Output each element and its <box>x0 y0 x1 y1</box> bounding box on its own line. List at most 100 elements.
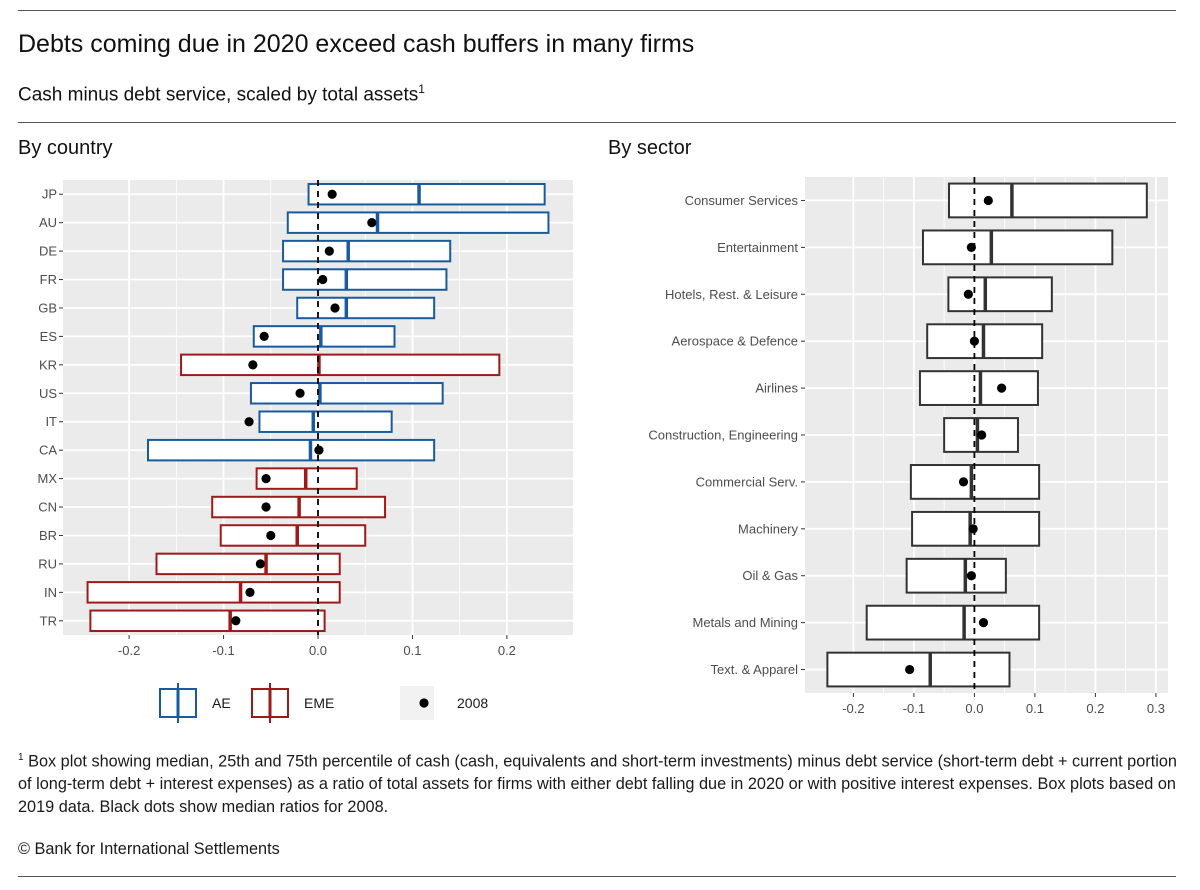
y-tick-label-mx: MX <box>38 471 58 486</box>
y-tick-label-airlines: Airlines <box>755 381 798 396</box>
dot-2008-de <box>324 246 334 256</box>
box-ru <box>155 552 341 576</box>
dot-2008-tr <box>231 616 241 626</box>
dot-2008-consumer-services <box>983 195 993 206</box>
y-tick-label-cn: CN <box>38 500 57 515</box>
x-tick-label: -0.2 <box>118 643 140 658</box>
dot-2008-hotels-rest-leisure <box>963 289 973 299</box>
y-tick-label-oil-gas: Oil & Gas <box>742 568 798 583</box>
panel-title-country: By country <box>18 137 113 159</box>
legend-label-eme: EME <box>304 695 334 711</box>
y-tick-label-ca: CA <box>39 443 57 458</box>
y-tick-label-au: AU <box>39 215 57 230</box>
x-tick-label: 0.0 <box>309 643 327 658</box>
dot-2008-cn <box>261 502 271 512</box>
legend-key-bg <box>400 686 434 720</box>
y-tick-label-us: US <box>39 386 57 401</box>
dot-2008-kr <box>248 360 258 370</box>
y-tick-label-br: BR <box>39 528 57 543</box>
y-tick-label-in: IN <box>44 585 57 600</box>
footnote-text: Box plot showing median, 25th and 75th p… <box>18 752 1177 817</box>
y-tick-label-aerospace-defence: Aerospace & Defence <box>672 334 798 349</box>
dot-2008-commercial-serv <box>958 477 969 487</box>
subtitle-footnote-marker: 1 <box>418 82 425 96</box>
footnote-marker: 1 <box>18 752 24 763</box>
x-tick-label: 0.0 <box>965 701 983 716</box>
header-rule <box>18 122 1176 123</box>
chart-title: Debts coming due in 2020 exceed cash buf… <box>18 30 695 58</box>
panel-title-sector: By sector <box>608 137 692 159</box>
box-commercial-serv <box>909 464 1041 500</box>
legend: AE EME 2008 <box>159 683 488 723</box>
x-tick-label: 0.2 <box>498 643 516 658</box>
box-kr <box>180 353 501 377</box>
box-consumer-services <box>947 182 1148 219</box>
y-tick-label-de: DE <box>39 244 57 259</box>
y-tick-label-entertainment: Entertainment <box>717 240 798 255</box>
box-construction-engineering <box>943 417 1019 453</box>
bottom-rule <box>18 876 1176 877</box>
dot-2008-ca <box>314 445 324 455</box>
y-tick-label-es: ES <box>40 329 58 344</box>
y-tick-label-fr: FR <box>40 272 57 287</box>
y-tick-label-kr: KR <box>39 357 57 372</box>
box-br <box>219 524 367 547</box>
y-tick-label-commercial-serv: Commercial Serv. <box>696 474 798 489</box>
dot-2008-in <box>245 587 255 597</box>
box-es <box>252 325 396 348</box>
sector-panel: -0.2 -0.1 0.0 0.1 0.2 0.3 Consumer Services Ent… <box>648 177 1168 716</box>
box-au <box>286 211 550 234</box>
dot-2008-machinery <box>968 524 978 534</box>
dot-2008-fr <box>318 274 328 285</box>
top-rule <box>18 10 1176 11</box>
country-panel: -0.2 -0.1 0.0 0.1 0.2 JP AU DE FR GB ES KR US IT CA MX C… <box>38 180 573 658</box>
x-tick-label: -0.1 <box>212 643 234 658</box>
charts-canvas: -0.2 -0.1 0.0 0.1 0.2 JP AU DE FR GB ES KR US IT CA MX C… <box>38 177 1168 723</box>
box-entertainment <box>921 229 1114 266</box>
dot-2008-br <box>266 530 276 541</box>
box-metals-and-mining <box>865 604 1041 641</box>
y-tick-label-machinery: Machinery <box>738 521 798 536</box>
dot-2008-au <box>367 218 377 228</box>
copyright: © Bank for International Settlements <box>18 840 280 858</box>
dot-2008-it <box>244 417 254 427</box>
y-tick-label-tr: TR <box>40 613 57 628</box>
box-gb <box>296 296 436 320</box>
dot-2008-gb <box>330 303 340 313</box>
dot-2008-es <box>259 331 269 342</box>
dot-2008-oil-gas <box>966 571 976 581</box>
box-us <box>249 382 444 405</box>
box-in <box>86 581 341 604</box>
x-tick-label: 0.2 <box>1086 701 1104 716</box>
y-tick-label-ru: RU <box>38 556 57 571</box>
chart-subtitle: Cash minus debt service, scaled by total… <box>18 82 425 106</box>
box-oil-gas <box>905 557 1007 594</box>
dot-2008-jp <box>327 189 337 199</box>
dot-2008-entertainment <box>966 242 976 252</box>
dot-2008-aerospace-defence <box>969 336 980 346</box>
y-tick-label-hotels-rest-leisure: Hotels, Rest. & Leisure <box>665 287 798 302</box>
subtitle-text: Cash minus debt service, scaled by total… <box>18 84 419 106</box>
legend-key-dot <box>419 698 429 708</box>
y-tick-label-jp: JP <box>42 187 57 202</box>
y-tick-label-gb: GB <box>38 300 57 315</box>
dot-2008-construction-engineering <box>977 430 987 440</box>
y-tick-label-text-apparel: Text. & Apparel <box>711 662 799 677</box>
dot-2008-metals-and-mining <box>978 618 989 628</box>
y-tick-label-it: IT <box>45 414 57 429</box>
box-tr <box>89 609 326 633</box>
footnote: 1 Box plot showing median, 25th and 75th… <box>18 746 1180 819</box>
dot-2008-text-apparel <box>905 664 915 675</box>
box-it <box>258 410 393 433</box>
y-tick-label-metals-and-mining: Metals and Mining <box>693 615 799 630</box>
x-tick-label: 0.1 <box>1026 701 1044 716</box>
y-tick-label-construction-engineering: Construction, Engineering <box>648 428 798 443</box>
box-de <box>282 239 452 263</box>
box-jp <box>307 182 546 206</box>
dot-2008-airlines <box>997 383 1007 393</box>
x-tick-label: -0.1 <box>903 701 925 716</box>
legend-label-2008: 2008 <box>457 695 488 711</box>
y-tick-label-consumer-services: Consumer Services <box>685 193 799 208</box>
dot-2008-ru <box>255 559 265 569</box>
box-fr <box>282 268 448 291</box>
